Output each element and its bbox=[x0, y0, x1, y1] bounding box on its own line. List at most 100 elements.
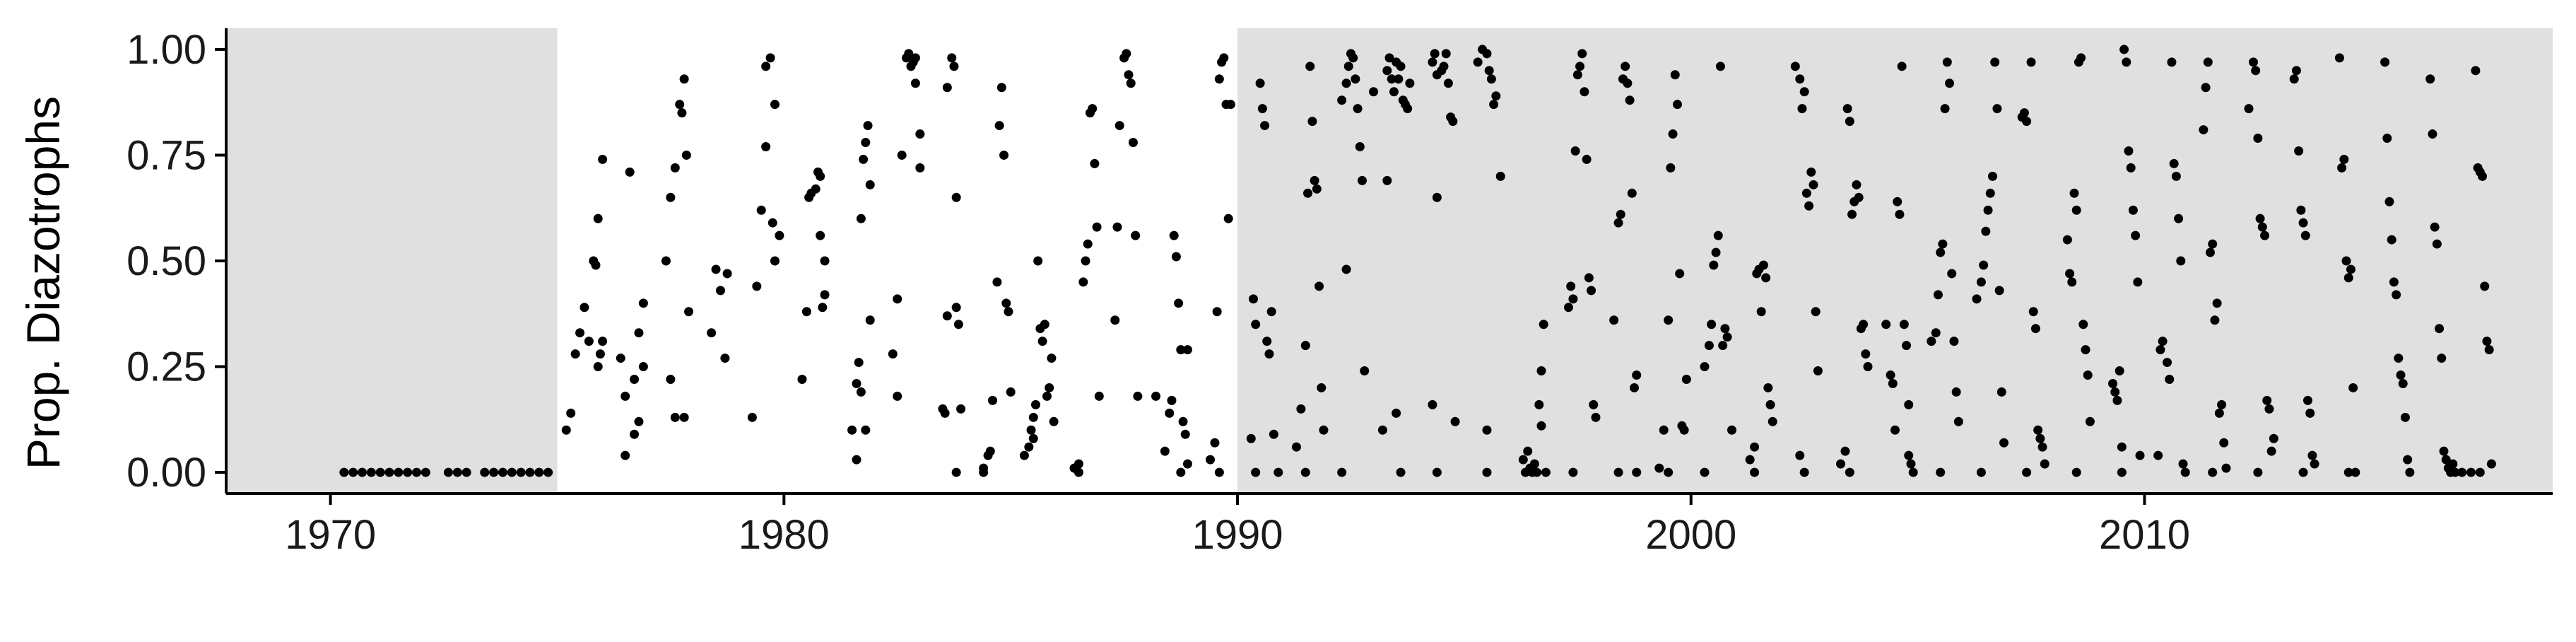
data-point bbox=[1430, 49, 1440, 59]
data-point bbox=[2022, 467, 2032, 477]
data-point bbox=[1801, 188, 1811, 198]
data-point bbox=[2083, 370, 2093, 380]
data-point bbox=[1074, 459, 1083, 469]
data-point bbox=[811, 184, 821, 194]
data-point bbox=[1396, 62, 1406, 71]
data-point bbox=[2466, 467, 2476, 477]
data-point bbox=[1078, 277, 1088, 287]
data-point bbox=[1996, 387, 2006, 397]
data-point bbox=[1255, 78, 1265, 88]
data-point bbox=[2174, 214, 2184, 223]
data-point bbox=[630, 374, 640, 384]
data-point bbox=[1353, 104, 1363, 114]
data-point bbox=[2026, 57, 2036, 67]
data-point bbox=[1090, 158, 1100, 168]
data-point bbox=[2167, 57, 2177, 67]
data-point bbox=[1266, 307, 1276, 317]
data-point bbox=[1575, 62, 1585, 71]
data-point bbox=[1999, 438, 2009, 448]
data-point bbox=[1128, 138, 1138, 148]
data-point bbox=[2201, 83, 2211, 93]
data-point bbox=[2380, 57, 2390, 67]
data-point bbox=[820, 290, 830, 300]
data-point bbox=[1348, 53, 1358, 63]
data-point bbox=[904, 49, 914, 59]
data-point bbox=[2081, 345, 2090, 355]
data-point bbox=[1484, 66, 1494, 76]
data-point bbox=[1074, 467, 1083, 477]
data-point bbox=[1028, 412, 1038, 422]
data-point bbox=[621, 391, 630, 401]
data-point bbox=[1745, 455, 1755, 465]
data-point bbox=[2435, 324, 2445, 334]
data-point bbox=[711, 264, 721, 274]
data-point bbox=[1936, 467, 1946, 477]
data-point bbox=[2382, 134, 2392, 144]
data-point bbox=[1124, 70, 1134, 80]
data-point bbox=[2337, 163, 2347, 173]
data-point bbox=[861, 138, 871, 148]
data-point bbox=[661, 256, 671, 266]
data-point bbox=[684, 307, 694, 317]
data-point bbox=[1931, 328, 1941, 338]
data-point bbox=[1223, 214, 1233, 223]
data-point bbox=[1582, 154, 1592, 164]
data-point bbox=[2403, 455, 2413, 465]
data-point bbox=[1568, 467, 1578, 477]
data-point bbox=[2439, 446, 2449, 456]
data-point bbox=[915, 129, 925, 139]
data-point bbox=[681, 150, 691, 160]
data-point bbox=[1584, 273, 1594, 283]
data-point bbox=[621, 450, 630, 460]
data-point bbox=[480, 467, 490, 477]
data-point bbox=[2158, 337, 2168, 346]
data-point bbox=[1888, 378, 1898, 388]
data-point bbox=[593, 362, 603, 372]
data-point bbox=[679, 74, 689, 84]
data-point bbox=[1580, 87, 1589, 97]
data-point bbox=[951, 303, 961, 313]
data-point bbox=[1045, 383, 1054, 392]
data-point bbox=[1951, 387, 1961, 397]
data-point bbox=[1936, 247, 1946, 257]
shaded-period bbox=[226, 28, 558, 494]
data-point bbox=[584, 337, 594, 346]
data-point bbox=[1312, 184, 1322, 194]
data-point bbox=[1713, 230, 1723, 240]
data-point bbox=[1110, 315, 1120, 325]
data-point bbox=[1666, 163, 1676, 173]
data-point bbox=[1491, 91, 1501, 101]
data-point bbox=[2343, 273, 2353, 283]
data-point bbox=[720, 354, 730, 363]
data-point bbox=[2384, 197, 2394, 206]
data-point bbox=[1351, 74, 1360, 84]
data-point bbox=[2262, 395, 2272, 405]
data-point bbox=[1949, 337, 1959, 346]
data-point bbox=[2176, 256, 2186, 266]
data-point bbox=[1026, 425, 1036, 435]
data-point bbox=[2253, 467, 2263, 477]
data-point bbox=[1206, 455, 1216, 465]
data-point bbox=[992, 277, 1002, 287]
data-point bbox=[1274, 467, 1283, 477]
data-point bbox=[1049, 416, 1059, 426]
data-point bbox=[2062, 235, 2072, 245]
data-point bbox=[2484, 345, 2494, 355]
data-point bbox=[1765, 399, 1775, 409]
data-point bbox=[2396, 370, 2406, 380]
data-point bbox=[2389, 277, 2399, 287]
data-point bbox=[1758, 260, 1768, 270]
data-point bbox=[1852, 180, 1862, 189]
data-point bbox=[1248, 294, 1258, 304]
data-point bbox=[2348, 383, 2358, 392]
data-point bbox=[767, 218, 777, 228]
data-point bbox=[1668, 129, 1678, 139]
data-point bbox=[1343, 62, 1353, 71]
data-point bbox=[1707, 320, 1717, 329]
data-point bbox=[2300, 230, 2310, 240]
data-point bbox=[2310, 459, 2319, 469]
data-point bbox=[1160, 446, 1170, 456]
data-point bbox=[1945, 78, 1955, 88]
data-point bbox=[2135, 450, 2145, 460]
